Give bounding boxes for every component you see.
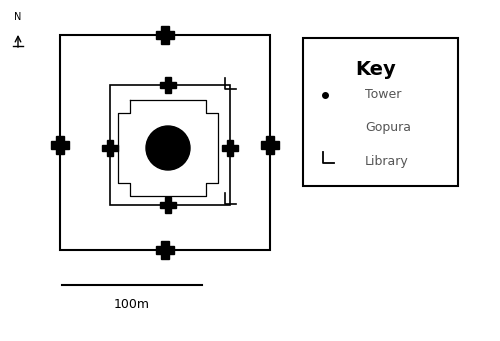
Bar bbox=[169, 246, 174, 254]
Bar bbox=[165, 197, 171, 202]
Bar bbox=[165, 82, 171, 88]
Text: Tower: Tower bbox=[365, 89, 402, 102]
Bar bbox=[161, 26, 169, 31]
Text: Key: Key bbox=[355, 60, 396, 79]
Bar bbox=[165, 88, 171, 93]
Bar bbox=[56, 149, 64, 154]
Bar bbox=[161, 39, 169, 44]
Text: 100m: 100m bbox=[114, 298, 150, 311]
Bar bbox=[51, 141, 56, 149]
Bar bbox=[314, 123, 320, 133]
Bar bbox=[165, 208, 171, 213]
Bar bbox=[171, 202, 175, 208]
Bar bbox=[320, 123, 330, 133]
Bar bbox=[330, 123, 336, 133]
Bar bbox=[266, 149, 274, 154]
Bar bbox=[320, 117, 330, 123]
Bar bbox=[156, 246, 161, 254]
Bar bbox=[303, 38, 458, 186]
Bar bbox=[56, 136, 64, 141]
Bar bbox=[171, 82, 175, 88]
Bar bbox=[227, 140, 233, 145]
Bar bbox=[102, 145, 107, 151]
Text: Gopura: Gopura bbox=[365, 121, 411, 134]
Text: N: N bbox=[14, 12, 21, 22]
Bar bbox=[107, 151, 113, 155]
Bar bbox=[169, 31, 174, 39]
Bar bbox=[161, 254, 169, 259]
Bar bbox=[266, 136, 274, 141]
Bar bbox=[113, 145, 117, 151]
Bar bbox=[320, 133, 330, 139]
Bar bbox=[161, 31, 169, 39]
Ellipse shape bbox=[146, 126, 190, 170]
Bar bbox=[274, 141, 279, 149]
Bar bbox=[161, 241, 169, 246]
Bar bbox=[227, 151, 233, 155]
Bar bbox=[156, 31, 161, 39]
Bar bbox=[56, 141, 64, 149]
Bar bbox=[160, 82, 165, 88]
Bar bbox=[261, 141, 266, 149]
Bar bbox=[107, 140, 113, 145]
Bar bbox=[266, 141, 274, 149]
Bar bbox=[110, 85, 230, 205]
Bar bbox=[165, 77, 171, 82]
Bar bbox=[107, 145, 113, 151]
Bar bbox=[160, 202, 165, 208]
Bar bbox=[60, 35, 270, 250]
Bar bbox=[64, 141, 69, 149]
Bar bbox=[227, 145, 233, 151]
Bar bbox=[165, 202, 171, 208]
Bar bbox=[222, 145, 227, 151]
Bar bbox=[233, 145, 237, 151]
Bar bbox=[161, 246, 169, 254]
Text: Library: Library bbox=[365, 154, 409, 167]
